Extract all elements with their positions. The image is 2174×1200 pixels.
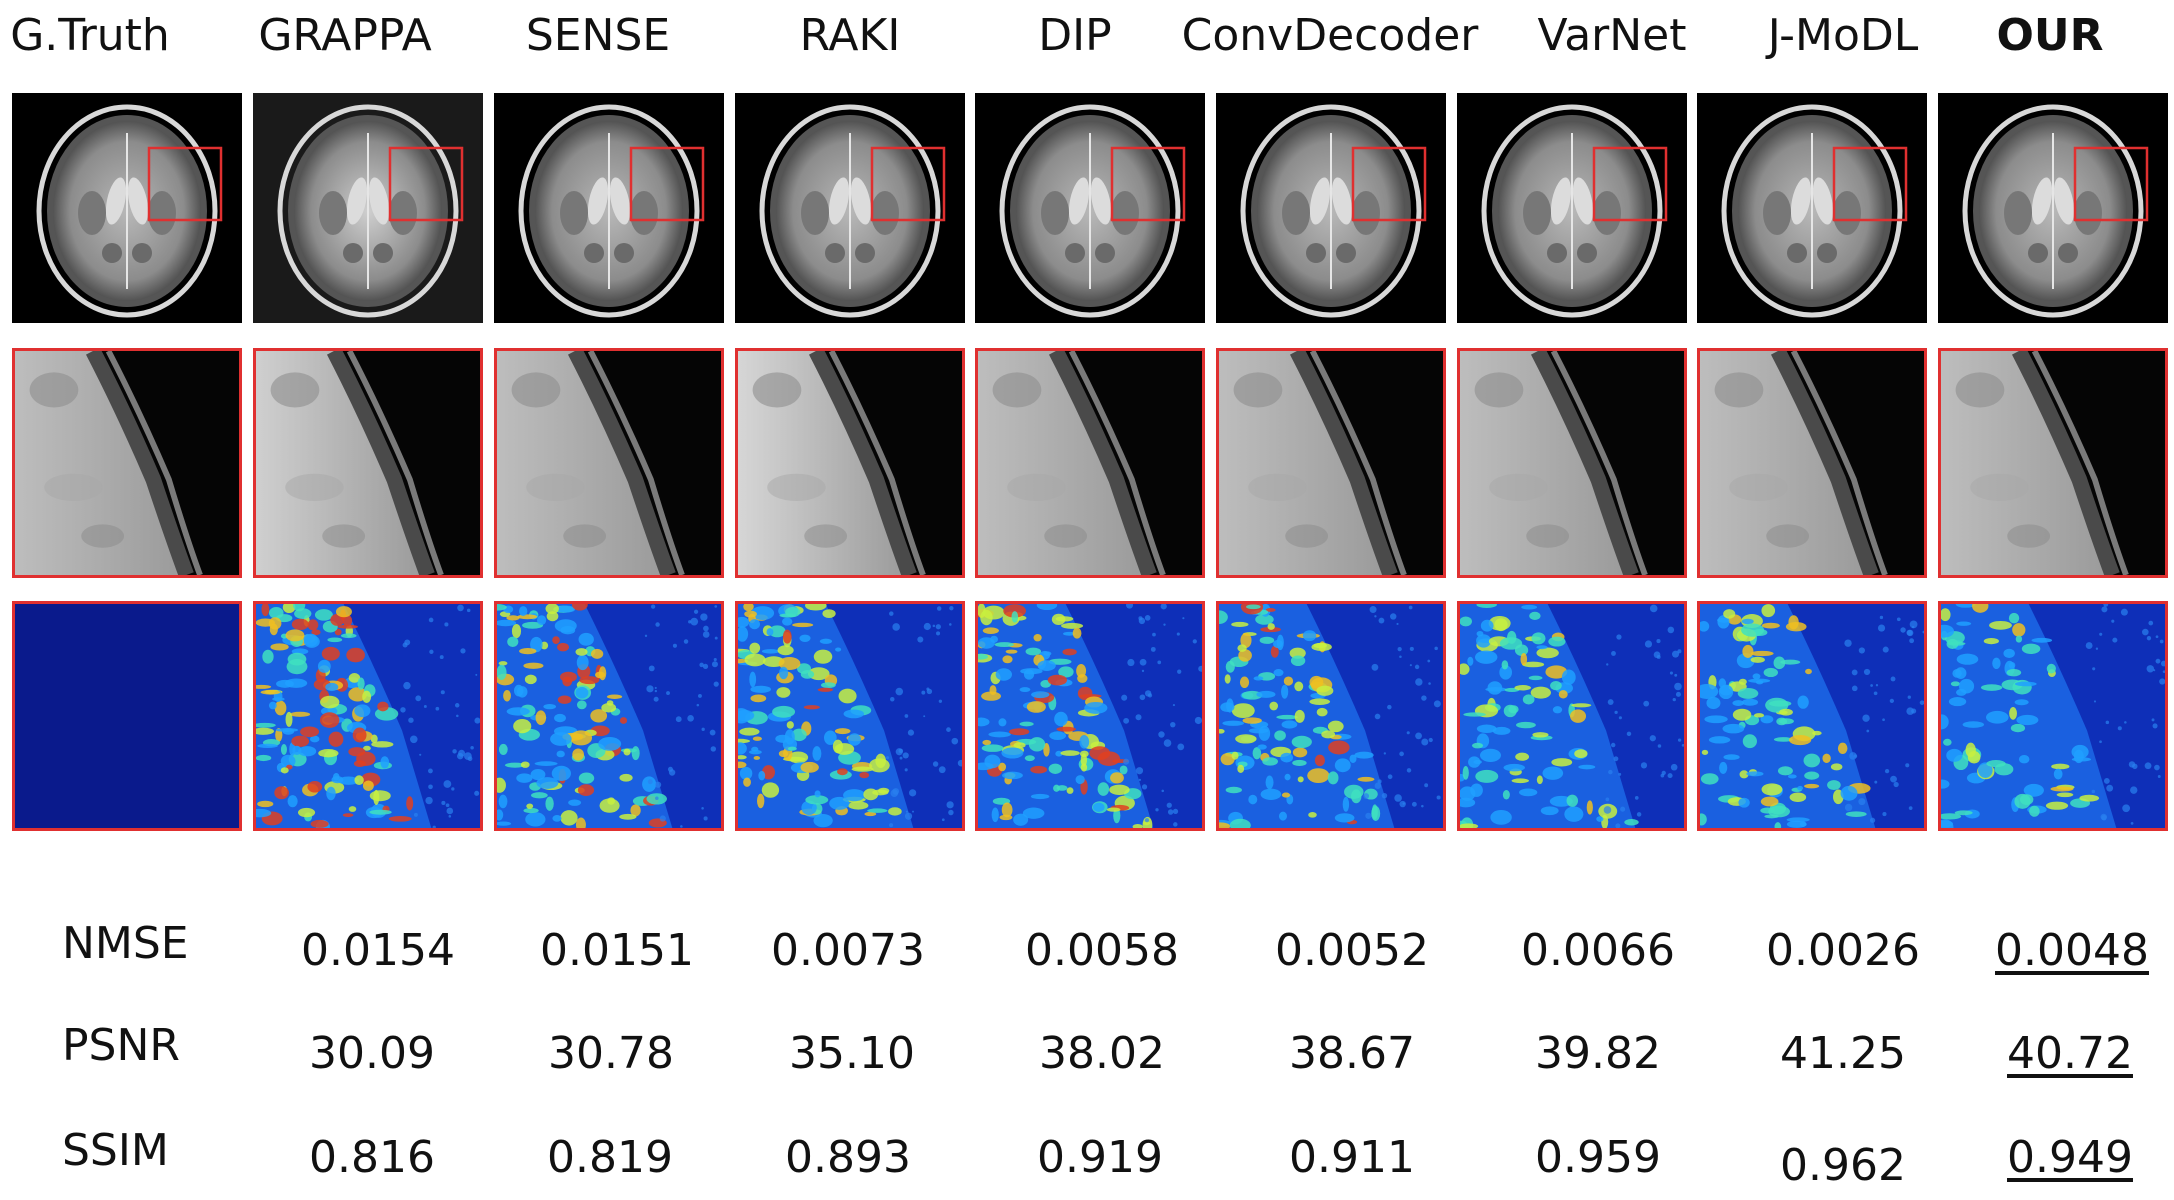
error-map-varnet: [1457, 601, 1687, 831]
ssim-dip: 0.919: [1037, 1132, 1163, 1183]
error-map-grappa: [253, 601, 483, 831]
psnr-raki: 35.10: [789, 1028, 915, 1079]
nmse-jmodl: 0.0026: [1766, 925, 1920, 976]
reconstruction-row: [0, 93, 2174, 323]
zoom-crop-dip: [975, 348, 1205, 578]
nmse-ours: 0.0048: [1995, 925, 2149, 976]
zoom-crop-gtruth: [12, 348, 242, 578]
header-ours: OUR: [1996, 10, 2104, 61]
brain-image-convdecoder: [1216, 93, 1446, 323]
error-map-sense: [494, 601, 724, 831]
error-map-gtruth: [12, 601, 242, 831]
zoomed-crop-row: [0, 348, 2174, 578]
psnr-jmodl: 41.25: [1780, 1028, 1906, 1079]
header-dip: DIP: [1038, 10, 1112, 61]
error-map-convdecoder: [1216, 601, 1446, 831]
error-map-jmodl: [1697, 601, 1927, 831]
header-raki: RAKI: [799, 10, 901, 61]
psnr-grappa: 30.09: [309, 1028, 435, 1079]
zoom-crop-varnet: [1457, 348, 1687, 578]
ssim-grappa: 0.816: [309, 1132, 435, 1183]
brain-image-jmodl: [1697, 93, 1927, 323]
psnr-varnet: 39.82: [1535, 1028, 1661, 1079]
psnr-sense: 30.78: [548, 1028, 674, 1079]
nmse-grappa: 0.0154: [301, 925, 455, 976]
nmse-varnet: 0.0066: [1521, 925, 1675, 976]
header-convdecoder: ConvDecoder: [1181, 10, 1479, 61]
header-sense: SENSE: [525, 10, 671, 61]
error-map-raki: [735, 601, 965, 831]
ssim-raki: 0.893: [785, 1132, 911, 1183]
metrics-table: NMSE PSNR SSIM 0.0154 0.0151 0.0073 0.00…: [0, 900, 2174, 1200]
zoom-crop-jmodl: [1697, 348, 1927, 578]
nmse-dip: 0.0058: [1025, 925, 1179, 976]
nmse-raki: 0.0073: [771, 925, 925, 976]
psnr-dip: 38.02: [1039, 1028, 1165, 1079]
error-map-ours: [1938, 601, 2168, 831]
zoom-crop-convdecoder: [1216, 348, 1446, 578]
header-jmodl: J-MoDL: [1767, 10, 1919, 61]
metric-label-ssim: SSIM: [62, 1125, 169, 1176]
brain-image-grappa: [253, 93, 483, 323]
error-map-dip: [975, 601, 1205, 831]
brain-image-ours: [1938, 93, 2168, 323]
zoom-crop-grappa: [253, 348, 483, 578]
zoom-crop-sense: [494, 348, 724, 578]
ssim-jmodl: 0.962: [1780, 1140, 1906, 1191]
header-grappa: GRAPPA: [258, 10, 432, 61]
zoom-crop-ours: [1938, 348, 2168, 578]
ssim-ours: 0.949: [2007, 1132, 2133, 1183]
brain-image-gtruth: [12, 93, 242, 323]
column-headers: G.Truth GRAPPA SENSE RAKI DIP ConvDecode…: [0, 0, 2174, 80]
metric-label-psnr: PSNR: [62, 1020, 180, 1071]
psnr-convdecoder: 38.67: [1289, 1028, 1415, 1079]
brain-image-raki: [735, 93, 965, 323]
header-gtruth: G.Truth: [10, 10, 170, 61]
brain-image-dip: [975, 93, 1205, 323]
nmse-convdecoder: 0.0052: [1275, 925, 1429, 976]
ssim-sense: 0.819: [547, 1132, 673, 1183]
ssim-convdecoder: 0.911: [1289, 1132, 1415, 1183]
metric-label-nmse: NMSE: [62, 918, 189, 969]
brain-image-sense: [494, 93, 724, 323]
error-map-row: [0, 601, 2174, 831]
brain-image-varnet: [1457, 93, 1687, 323]
header-varnet: VarNet: [1537, 10, 1687, 61]
zoom-crop-raki: [735, 348, 965, 578]
ssim-varnet: 0.959: [1535, 1132, 1661, 1183]
psnr-ours: 40.72: [2007, 1028, 2133, 1079]
nmse-sense: 0.0151: [540, 925, 694, 976]
